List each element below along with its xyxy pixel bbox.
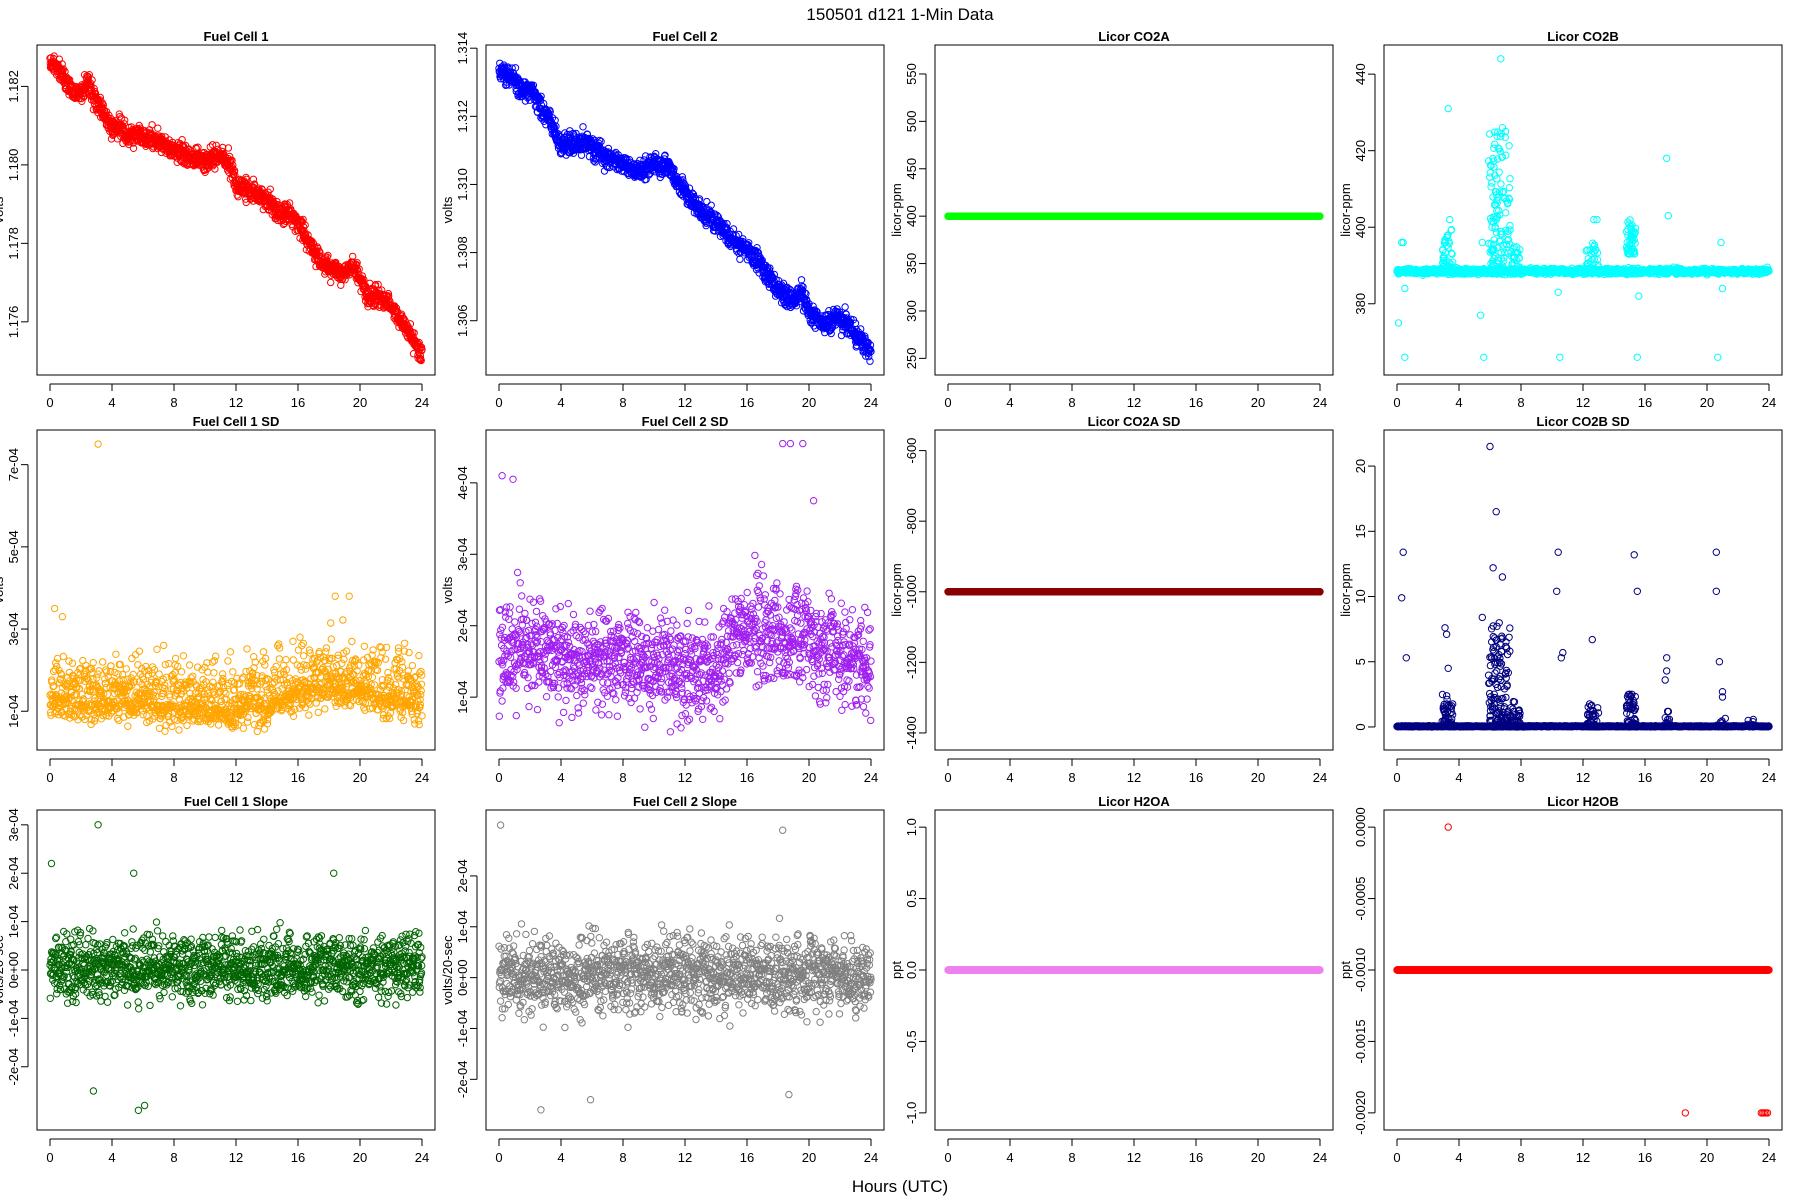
x-tick-label: 0 xyxy=(944,395,951,410)
panel-1: Fuel Cell 1 0 4 8 12 16 20 24 1.176 1.178 1.180 1.1… xyxy=(0,29,435,410)
x-tick-label: 0 xyxy=(495,395,502,410)
data-point xyxy=(704,198,710,204)
y-tick-label: 1.178 xyxy=(6,227,21,260)
panel-title: Fuel Cell 1 xyxy=(203,29,268,44)
y-axis-label: licor-ppm xyxy=(889,183,904,236)
x-tick-label: 24 xyxy=(1313,395,1327,410)
x-tick-label: 20 xyxy=(353,395,367,410)
y-tick-label: 1.306 xyxy=(455,304,470,337)
x-tick-label: 8 xyxy=(1068,395,1075,410)
x-tick-label: 4 xyxy=(1006,395,1013,410)
y-tick-label: 1.308 xyxy=(455,236,470,269)
x-tick-label: 12 xyxy=(1127,395,1141,410)
y-tick-label: 350 xyxy=(904,253,919,275)
figure-title: 150501 d121 1-Min Data xyxy=(806,5,994,24)
panel-3: Licor CO2A 0 4 8 12 16 20 24 250 300 350 400 450 500 5… xyxy=(889,29,1333,410)
plot-frame xyxy=(935,45,1333,375)
x-tick-label: 4 xyxy=(557,395,564,410)
x-tick-label: 16 xyxy=(291,395,305,410)
data-point xyxy=(580,124,586,130)
x-tick-label: 0 xyxy=(46,395,53,410)
y-tick-label: 1.312 xyxy=(455,100,470,133)
x-tick-label: 8 xyxy=(619,395,626,410)
panel-title: Licor CO2A xyxy=(1098,29,1170,44)
y-axis-label: volts xyxy=(0,196,6,223)
y-tick-label: 550 xyxy=(904,63,919,85)
x-tick-label: 24 xyxy=(864,395,878,410)
y-tick-label: 1.180 xyxy=(6,149,21,182)
data-point xyxy=(867,358,873,364)
y-tick-label: 1.314 xyxy=(455,32,470,65)
panel-title: Licor CO2B xyxy=(1547,29,1619,44)
y-tick-label: 300 xyxy=(904,300,919,322)
data-point xyxy=(642,153,648,159)
x-tick-label: 20 xyxy=(1251,395,1265,410)
data-point xyxy=(328,279,334,285)
x-tick-label: 8 xyxy=(170,395,177,410)
y-tick-label: 1.182 xyxy=(6,70,21,103)
data-point xyxy=(737,256,743,262)
y-tick-label: 1.176 xyxy=(6,306,21,339)
y-tick-label: 1.310 xyxy=(455,168,470,201)
y-tick-label: 500 xyxy=(904,111,919,133)
x-tick-label: 12 xyxy=(678,395,692,410)
figure-xlabel: Hours (UTC) xyxy=(852,1177,948,1196)
data-points xyxy=(47,53,425,364)
y-tick-label: 450 xyxy=(904,158,919,180)
panel-2: Fuel Cell 2 0 4 8 12 16 20 24 1.306 1.308 1.310 1.3… xyxy=(440,29,884,410)
panel-title: Fuel Cell 2 xyxy=(652,29,717,44)
chart-panels: Fuel Cell 1 0 4 8 12 16 20 24 1.176 1.178 1.180 1.1… xyxy=(0,29,1782,1165)
y-tick-label: 400 xyxy=(904,205,919,227)
x-tick-label: 16 xyxy=(740,395,754,410)
data-points xyxy=(496,60,874,364)
x-tick-label: 4 xyxy=(108,395,115,410)
x-tick-label: 16 xyxy=(1189,395,1203,410)
data-points xyxy=(945,213,1323,219)
data-point xyxy=(155,125,161,131)
data-point xyxy=(798,277,804,283)
x-tick-label: 20 xyxy=(802,395,816,410)
data-point xyxy=(842,304,848,310)
x-tick-label: 12 xyxy=(229,395,243,410)
y-axis-label: volts xyxy=(440,196,455,223)
x-tick-label: 24 xyxy=(415,395,429,410)
y-tick-label: 250 xyxy=(904,348,919,370)
data-points xyxy=(1394,56,1772,361)
